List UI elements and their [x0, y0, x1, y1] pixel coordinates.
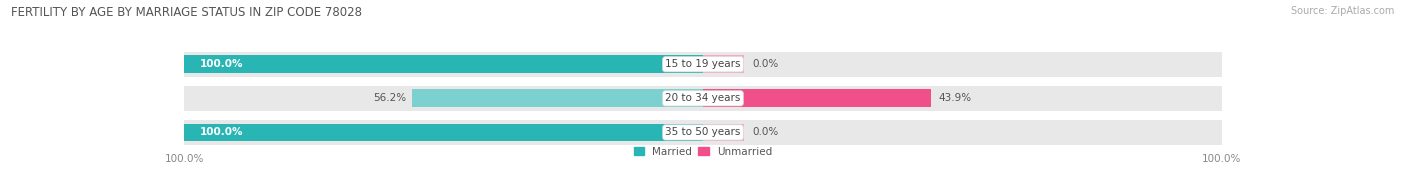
Text: 100.0%: 100.0%	[200, 127, 243, 137]
Bar	[703, 123, 745, 141]
Text: 20 to 34 years: 20 to 34 years	[665, 93, 741, 103]
Bar	[184, 120, 703, 145]
Text: FERTILITY BY AGE BY MARRIAGE STATUS IN ZIP CODE 78028: FERTILITY BY AGE BY MARRIAGE STATUS IN Z…	[11, 6, 363, 19]
Text: 15 to 19 years: 15 to 19 years	[665, 59, 741, 69]
Text: 43.9%: 43.9%	[938, 93, 972, 103]
Text: 56.2%: 56.2%	[373, 93, 406, 103]
Bar	[703, 86, 1222, 111]
Bar	[703, 120, 1222, 145]
Text: 0.0%: 0.0%	[752, 127, 779, 137]
Legend: Married, Unmarried: Married, Unmarried	[630, 142, 776, 161]
Bar	[703, 55, 745, 73]
Bar	[184, 86, 703, 111]
Bar	[703, 52, 1222, 77]
Bar	[184, 123, 703, 141]
Bar	[412, 90, 703, 107]
Bar	[703, 90, 931, 107]
Bar	[184, 52, 703, 77]
Text: Source: ZipAtlas.com: Source: ZipAtlas.com	[1291, 6, 1395, 16]
Text: 0.0%: 0.0%	[752, 59, 779, 69]
Bar	[184, 55, 703, 73]
Text: 35 to 50 years: 35 to 50 years	[665, 127, 741, 137]
Text: 100.0%: 100.0%	[200, 59, 243, 69]
